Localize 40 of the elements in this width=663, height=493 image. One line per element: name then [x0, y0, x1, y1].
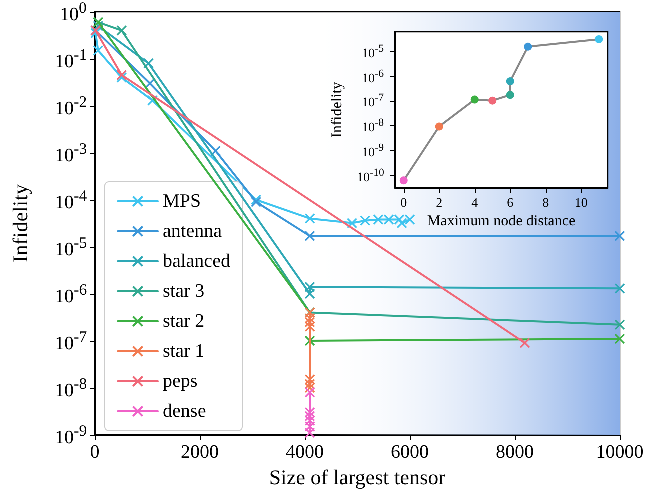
x-tick-label: 8: [542, 195, 550, 210]
x-tick-label: 6000: [391, 442, 429, 463]
y-tick-label: 10$^{-3}$: [55, 140, 88, 166]
x-tick-label: 0: [400, 195, 408, 210]
y-tick-label: 10$^{-5}$: [55, 234, 88, 260]
x-axis-title: Size of largest tensor: [269, 466, 446, 490]
x-tick-label: 2: [436, 195, 443, 210]
y-tick-label: 10$^{-10}$: [357, 166, 384, 184]
y-axis-title: Infidelity: [330, 82, 346, 138]
y-tick-label: 10$^{-8}$: [55, 376, 88, 401]
x-tick-label: 6: [507, 195, 514, 210]
y-tick-label: 10$^{-9}$: [362, 142, 384, 160]
x-axis-title: Maximum node distance: [427, 214, 576, 230]
legend-label: star 2: [163, 311, 205, 332]
x-tick-label: 4: [472, 195, 479, 210]
legend-label: peps: [163, 371, 198, 392]
x-tick-label: 8000: [496, 442, 534, 463]
legend-label: dense: [163, 401, 206, 422]
legend-label: balanced: [163, 251, 232, 272]
y-tick-label: 10$^{-7}$: [55, 328, 88, 354]
x-tick-label: 10: [574, 195, 588, 210]
y-tick-label: 10$^{-7}$: [362, 92, 384, 110]
y-tick-label: 10$^{-4}$: [55, 188, 88, 213]
y-axis-title: Infidelity: [8, 184, 32, 263]
y-tick-label: 10$^{-8}$: [362, 117, 384, 134]
y-tick-label: 10$^{-6}$: [362, 68, 384, 85]
y-tick-label: 10$^{-2}$: [55, 94, 88, 119]
x-tick-label: 4000: [286, 442, 324, 463]
y-tick-label: 10$^{-9}$: [55, 422, 88, 448]
legend-label: MPS: [163, 191, 202, 212]
legend-label: star 1: [163, 341, 205, 362]
y-tick-label: 10$^{-1}$: [55, 46, 88, 72]
x-tick-label: 10000: [596, 442, 644, 463]
legend-label: antenna: [163, 221, 223, 242]
x-tick-label: 2000: [181, 442, 219, 463]
legend-label: star 3: [163, 281, 205, 302]
y-tick-label: 10$^{0}$: [60, 0, 87, 25]
x-tick-label: 0: [90, 442, 100, 463]
y-tick-label: 10$^{-5}$: [362, 42, 384, 60]
y-tick-label: 10$^{-6}$: [55, 282, 88, 307]
